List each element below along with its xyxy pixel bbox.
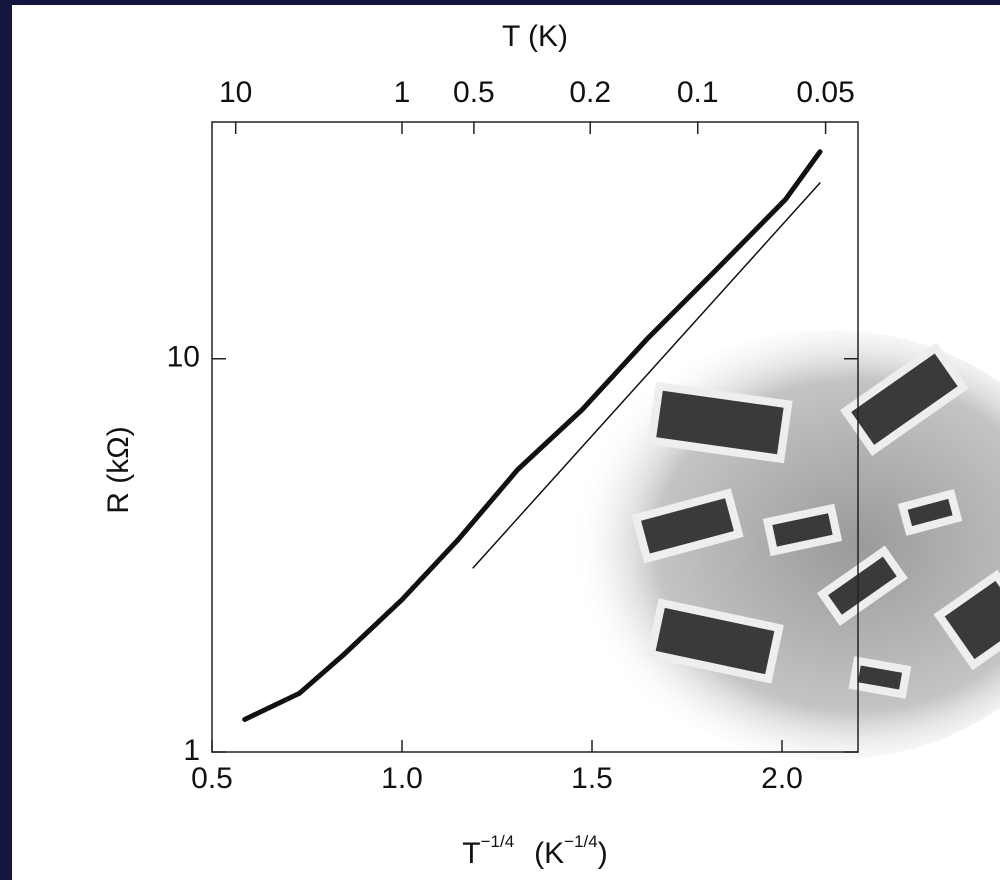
x2-tick-label: 0.1 bbox=[677, 76, 719, 109]
x2-axis-title: T (K) bbox=[502, 20, 568, 53]
x2-tick-label: 10 bbox=[219, 76, 252, 109]
x-title-part: ) bbox=[598, 837, 608, 870]
y-axis-title: R (kΩ) bbox=[102, 426, 135, 513]
y-tick-label: 10 bbox=[167, 341, 200, 374]
x-tick-label: 2.0 bbox=[761, 762, 803, 795]
plot-frame bbox=[211, 121, 859, 753]
x-tick-label: 1.5 bbox=[571, 762, 613, 795]
resistor-chips bbox=[631, 342, 1000, 699]
y-tick-label: 1 bbox=[183, 734, 200, 767]
x-title-part: T bbox=[462, 837, 480, 870]
x-title-part: (K bbox=[534, 837, 564, 870]
x-tick-label: 0.5 bbox=[191, 762, 233, 795]
x2-tick-label: 0.2 bbox=[569, 76, 611, 109]
data-line bbox=[242, 149, 823, 722]
x2-tick-label: 1 bbox=[394, 76, 411, 109]
x2-tick-label: 0.05 bbox=[796, 76, 854, 109]
x-title-part: −1/4 bbox=[564, 832, 598, 851]
x-axis-title: T−1/4 (K−1/4) bbox=[462, 832, 607, 869]
x-title-part: −1/4 bbox=[481, 832, 515, 851]
data-line bbox=[472, 182, 821, 569]
x2-tick-label: 0.5 bbox=[453, 76, 495, 109]
x-tick-label: 1.0 bbox=[381, 762, 423, 795]
